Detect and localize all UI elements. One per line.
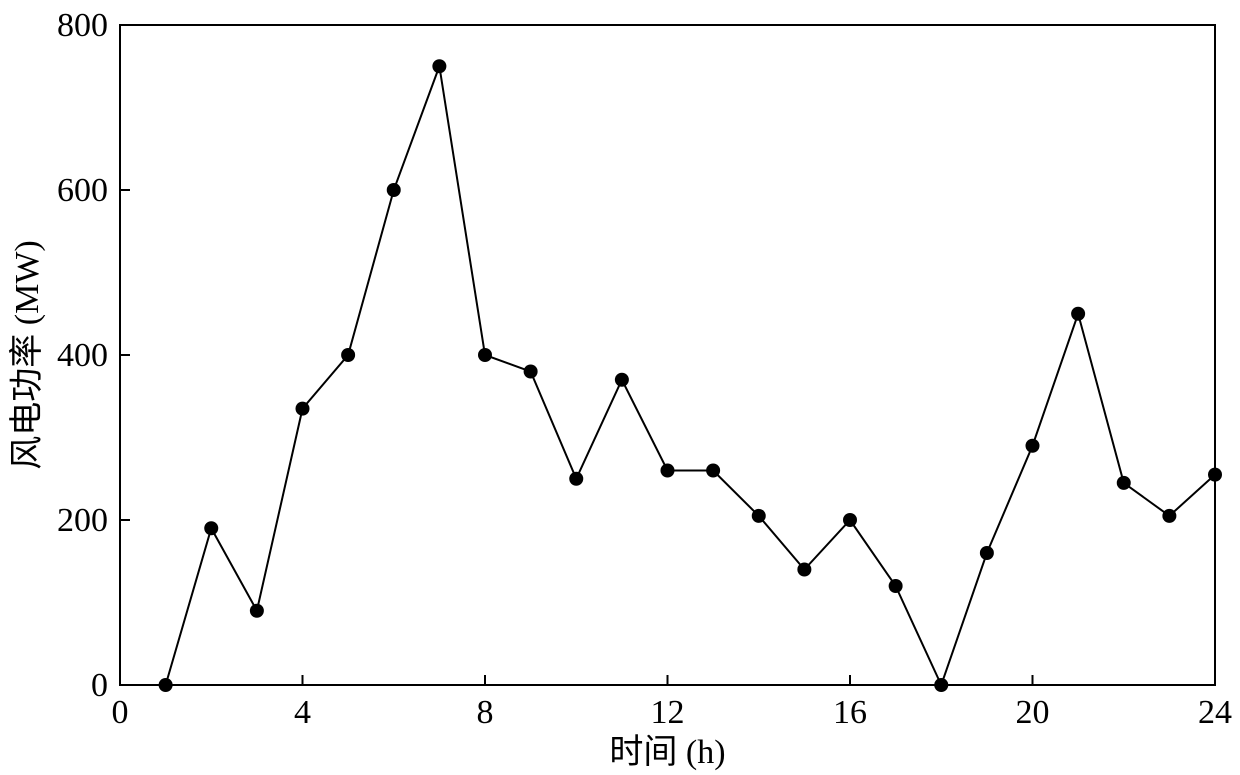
- data-point: [159, 678, 173, 692]
- data-point: [1208, 468, 1222, 482]
- y-tick-label: 600: [57, 172, 108, 209]
- x-tick-label: 12: [651, 694, 685, 731]
- data-point: [1117, 476, 1131, 490]
- data-point: [387, 183, 401, 197]
- data-point: [1071, 307, 1085, 321]
- x-axis-label: 时间 (h): [609, 734, 725, 771]
- data-point: [843, 513, 857, 527]
- x-tick-label: 20: [1016, 694, 1050, 731]
- data-point: [1026, 439, 1040, 453]
- data-line: [166, 66, 1215, 685]
- data-point: [661, 464, 675, 478]
- x-tick-label: 8: [477, 694, 494, 731]
- chart-svg: 0 4 8 12 16 20 24 0 200 400 600 800 时间 (h) 风电功率 (MW): [0, 0, 1240, 775]
- x-tick-label: 4: [294, 694, 311, 731]
- y-axis-label: 风电功率 (MW): [8, 240, 46, 469]
- y-tick-label: 800: [57, 7, 108, 44]
- data-point: [296, 402, 310, 416]
- x-tick-label: 16: [833, 694, 867, 731]
- y-tick-label: 0: [91, 667, 108, 704]
- data-point: [706, 464, 720, 478]
- data-point: [204, 521, 218, 535]
- data-point: [250, 604, 264, 618]
- data-point: [889, 579, 903, 593]
- y-tick-label: 200: [57, 502, 108, 539]
- data-point: [569, 472, 583, 486]
- data-point: [752, 509, 766, 523]
- data-point: [1162, 509, 1176, 523]
- data-point: [478, 348, 492, 362]
- data-point: [797, 563, 811, 577]
- y-tick-label: 400: [57, 337, 108, 374]
- data-point: [524, 365, 538, 379]
- data-point: [432, 59, 446, 73]
- data-point: [615, 373, 629, 387]
- wind-power-chart: 0 4 8 12 16 20 24 0 200 400 600 800 时间 (h) 风电功率 (MW): [0, 0, 1240, 775]
- x-tick-label: 0: [112, 694, 129, 731]
- data-point: [980, 546, 994, 560]
- data-point: [341, 348, 355, 362]
- data-point: [934, 678, 948, 692]
- x-tick-label: 24: [1198, 694, 1232, 731]
